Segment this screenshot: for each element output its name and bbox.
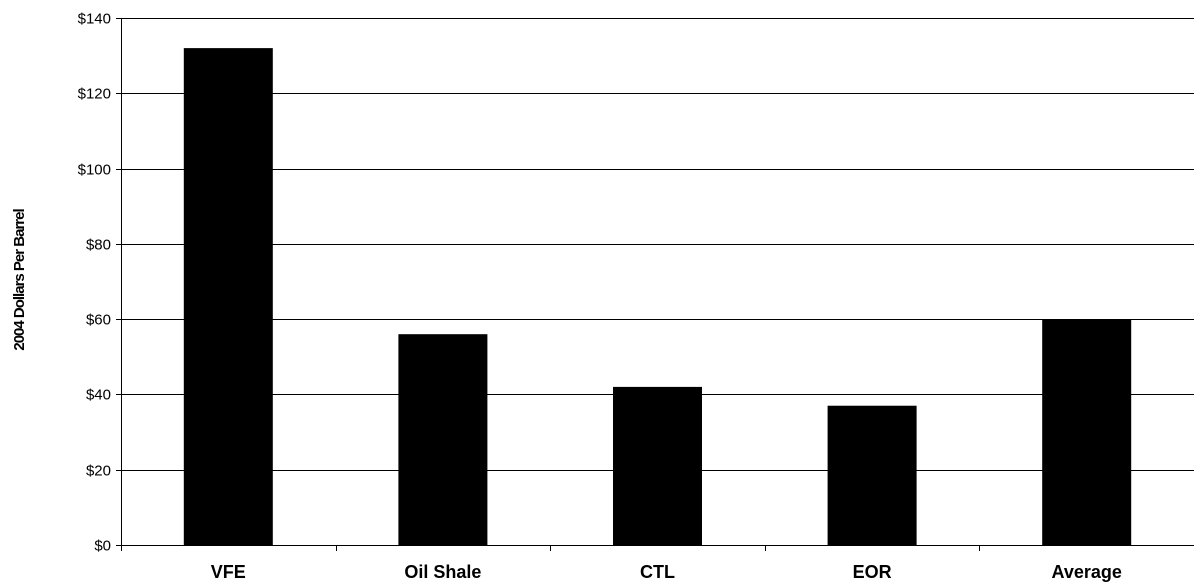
y-tick-label: $140 bbox=[78, 11, 111, 28]
y-tick-label: $100 bbox=[78, 162, 111, 179]
y-axis-title: 2004 Dollars Per Barrel bbox=[11, 209, 28, 351]
x-category-label: CTL bbox=[640, 562, 675, 582]
y-tick-label: $40 bbox=[86, 387, 111, 404]
bar-oil-shale bbox=[398, 334, 488, 545]
x-category-label: Oil Shale bbox=[404, 562, 481, 582]
x-category-label: Average bbox=[1052, 562, 1122, 582]
bars bbox=[183, 48, 1132, 545]
y-tick-label: $20 bbox=[86, 463, 111, 480]
y-tick-label: $0 bbox=[94, 538, 111, 555]
bar-average bbox=[1042, 319, 1132, 545]
x-category-labels: VFE Oil Shale CTL EOR Average bbox=[121, 545, 1122, 582]
bar-ctl bbox=[613, 386, 702, 545]
x-category-label: VFE bbox=[211, 562, 246, 582]
axes bbox=[121, 18, 1194, 546]
x-category-label: EOR bbox=[853, 562, 892, 582]
gridlines bbox=[121, 18, 1194, 471]
y-tick-labels: $0 $20 $40 $60 $80 $100 $120 $140 bbox=[78, 11, 121, 555]
y-tick-label: $80 bbox=[86, 237, 111, 254]
y-tick-label: $120 bbox=[78, 86, 111, 103]
bar-vfe bbox=[183, 48, 273, 545]
y-tick-label: $60 bbox=[86, 312, 111, 329]
bar-eor bbox=[827, 405, 917, 545]
